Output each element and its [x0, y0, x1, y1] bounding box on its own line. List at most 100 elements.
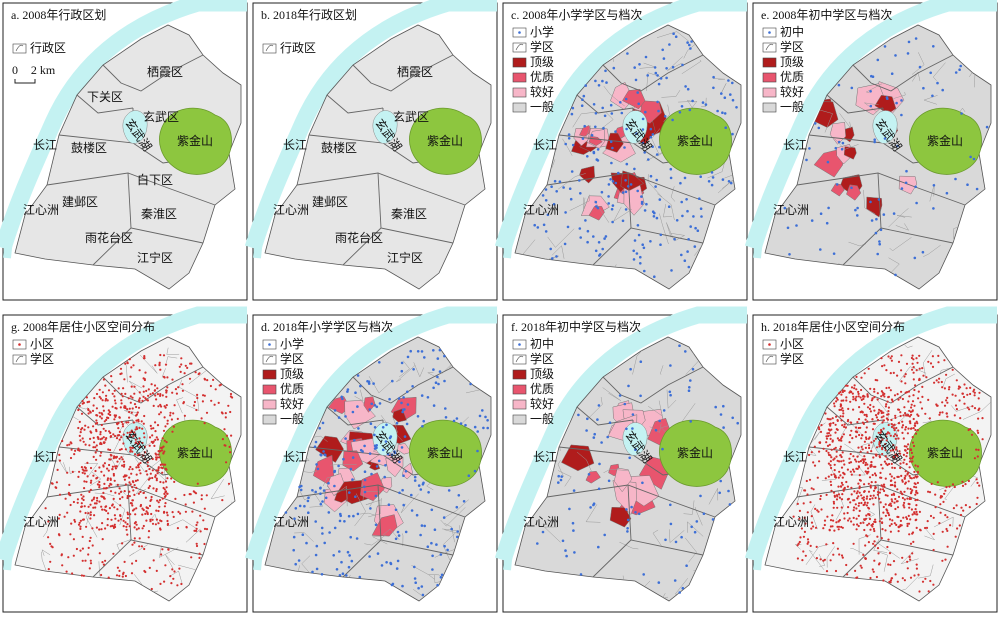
map-point [356, 512, 360, 516]
map-point [395, 567, 399, 570]
panel-title: g. 2008年居住小区空间分布 [11, 320, 155, 334]
map-point [871, 397, 874, 400]
map-point [77, 408, 80, 412]
map-point [153, 389, 156, 392]
map-point [934, 493, 937, 496]
map-point [872, 405, 875, 408]
map-point [977, 417, 980, 420]
map-point [826, 417, 829, 420]
river-label: 长江 [783, 450, 807, 464]
map-point [351, 410, 355, 414]
map-point [148, 444, 151, 447]
map-point [481, 409, 484, 412]
island-label: 江心洲 [773, 203, 809, 217]
map-point [363, 478, 367, 482]
map-point [876, 252, 879, 256]
school-zone [605, 132, 624, 153]
zone-boundary [444, 523, 455, 543]
zone-boundary [569, 194, 590, 211]
map-point [431, 568, 434, 571]
map-point [346, 390, 349, 393]
mountain-label: 紫金山 [427, 133, 463, 148]
zone-boundary [841, 421, 864, 436]
map-point [113, 455, 116, 458]
map-point [642, 573, 645, 576]
map-point [431, 554, 434, 558]
map-point [116, 508, 119, 511]
map-point [100, 528, 103, 531]
map-point [79, 527, 82, 530]
map-point [146, 461, 149, 464]
map-point [619, 101, 622, 104]
school-zone [898, 175, 918, 195]
map-point [900, 113, 903, 117]
map-point [928, 417, 931, 420]
map-point [910, 413, 913, 416]
map-point [430, 541, 433, 545]
map-point [426, 545, 430, 548]
map-point [143, 458, 147, 461]
map-point [891, 466, 894, 469]
map-point [657, 82, 661, 86]
map-point [943, 404, 947, 407]
map-point [623, 402, 627, 406]
map-point [314, 553, 318, 557]
map-point [349, 467, 353, 471]
map-point [147, 486, 150, 490]
map-point [375, 444, 378, 447]
map-point [122, 465, 126, 468]
map-point [592, 503, 595, 507]
map-point [133, 392, 136, 395]
map-point [901, 493, 904, 496]
map-point [402, 503, 405, 507]
map-point [228, 445, 231, 448]
zone-boundary [669, 529, 685, 544]
panel-title: c. 2008年小学学区与档次 [511, 7, 642, 22]
map-point [671, 65, 675, 69]
map-point [948, 386, 951, 389]
map-point [120, 436, 123, 439]
map-point [902, 461, 905, 464]
map-point [911, 457, 914, 460]
map-point [198, 372, 201, 375]
map-point [633, 167, 636, 171]
map-point [104, 384, 107, 387]
map-point [128, 495, 131, 498]
map-point [594, 112, 598, 115]
map-point [607, 479, 611, 483]
map-point [630, 505, 633, 509]
map-point [897, 437, 900, 440]
map-point [229, 392, 233, 396]
map-point [110, 518, 113, 521]
map-point [95, 419, 98, 422]
map-point [163, 505, 166, 508]
map-point [129, 483, 132, 486]
map-point [397, 397, 401, 400]
map-point [895, 426, 898, 430]
map-point [50, 482, 54, 485]
map-point [113, 479, 116, 482]
map-point [878, 497, 881, 500]
map-point [110, 483, 113, 486]
map-point [621, 219, 625, 223]
map-point [98, 411, 101, 414]
map-point [863, 402, 866, 405]
map-point [604, 69, 607, 73]
map-point [203, 527, 207, 530]
map-point [834, 423, 837, 426]
map-point [893, 456, 896, 459]
map-point [841, 556, 844, 559]
map-point [861, 434, 864, 437]
map-point [562, 186, 565, 189]
map-point [906, 560, 909, 563]
map-point [155, 488, 158, 491]
map-point [949, 524, 952, 527]
map-point [103, 462, 106, 465]
map-point [169, 575, 172, 578]
map-point [966, 183, 969, 186]
map-point [95, 502, 98, 505]
map-point [102, 436, 105, 439]
map-point [161, 437, 164, 440]
map-point [136, 479, 139, 482]
